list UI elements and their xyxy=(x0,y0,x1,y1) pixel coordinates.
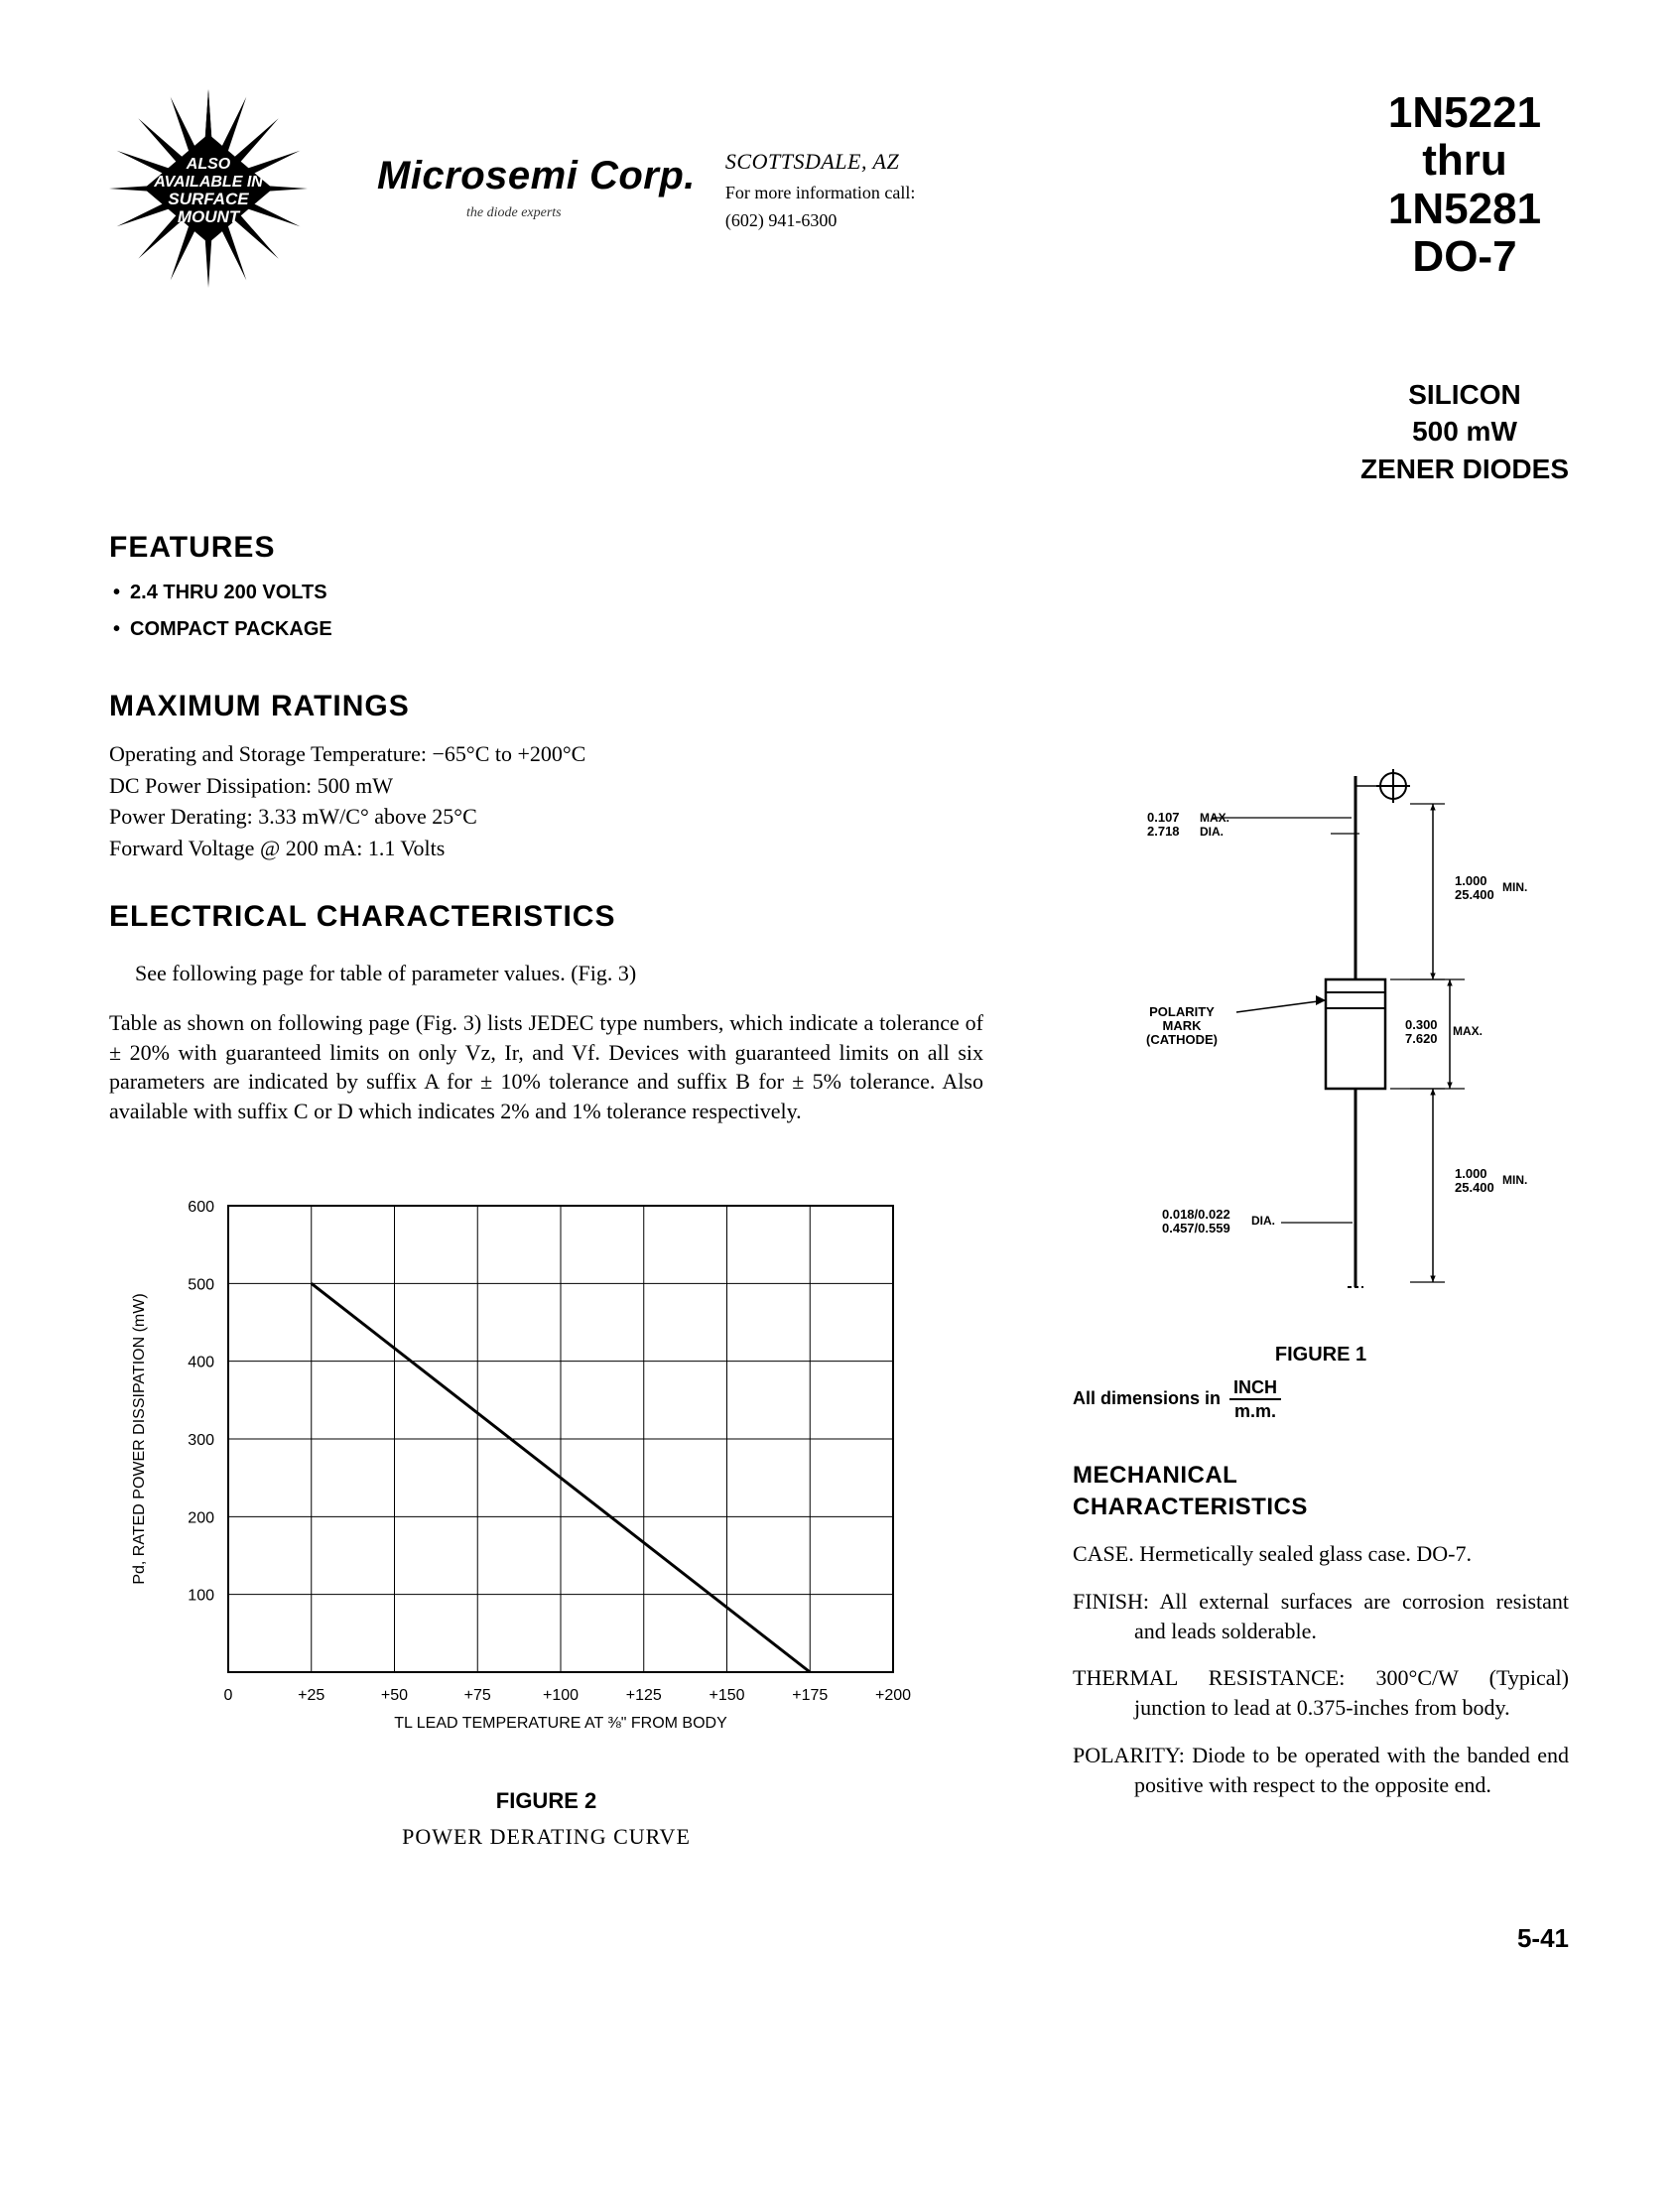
figure2-subcaption: POWER DERATING CURVE xyxy=(109,1822,983,1852)
dims-top: INCH xyxy=(1229,1378,1281,1400)
svg-text:MARK: MARK xyxy=(1163,1018,1203,1033)
dims-label: All dimensions in xyxy=(1073,1387,1221,1407)
svg-text:1.000: 1.000 xyxy=(1455,1166,1487,1181)
svg-text:DIA.: DIA. xyxy=(1251,1214,1275,1228)
part-bot: 1N5281 xyxy=(1360,186,1569,233)
svg-text:600: 600 xyxy=(188,1199,214,1216)
rating-line: Operating and Storage Temperature: −65°C… xyxy=(109,739,983,769)
svg-text:100: 100 xyxy=(188,1587,214,1604)
svg-text:MAX.: MAX. xyxy=(1200,811,1229,825)
starburst-line3: SURFACE xyxy=(168,190,249,208)
figure1-caption: FIGURE 1 xyxy=(1073,1342,1569,1368)
svg-text:1.000: 1.000 xyxy=(1455,873,1487,888)
features-list: 2.4 THRU 200 VOLTS COMPACT PACKAGE xyxy=(113,580,983,643)
mechanical-item-label: FINISH: xyxy=(1073,1589,1159,1614)
mechanical-item: POLARITY: Diode to be operated with the … xyxy=(1073,1741,1569,1799)
svg-text:7.620: 7.620 xyxy=(1405,1031,1438,1046)
contact-city: SCOTTSDALE, AZ xyxy=(725,147,915,177)
svg-text:0: 0 xyxy=(224,1687,233,1704)
max-ratings-heading: MAXIMUM RATINGS xyxy=(109,687,983,727)
svg-text:+50: +50 xyxy=(381,1687,408,1704)
svg-text:400: 400 xyxy=(188,1354,214,1370)
svg-text:+125: +125 xyxy=(626,1687,662,1704)
features-heading: FEATURES xyxy=(109,528,983,569)
rating-line: Forward Voltage @ 200 mA: 1.1 Volts xyxy=(109,834,983,863)
mechanical-item-text: Hermetically sealed glass case. DO-7. xyxy=(1139,1541,1472,1566)
subtype-l3: ZENER DIODES xyxy=(1360,451,1569,488)
rating-line: DC Power Dissipation: 500 mW xyxy=(109,771,983,801)
svg-text:0.107: 0.107 xyxy=(1147,810,1180,825)
company-name: Microsemi Corp. xyxy=(377,149,696,202)
left-column: FEATURES 2.4 THRU 200 VOLTS COMPACT PACK… xyxy=(109,528,983,1852)
svg-text:MAX.: MAX. xyxy=(1453,1024,1483,1038)
svg-text:200: 200 xyxy=(188,1509,214,1526)
mechanical-item: THERMAL RESISTANCE: 300°C/W (Typical) ju… xyxy=(1073,1663,1569,1722)
mechanical-item-label: POLARITY: xyxy=(1073,1743,1192,1767)
part-mid: thru xyxy=(1360,137,1569,185)
mechanical-item: CASE. Hermetically sealed glass case. DO… xyxy=(1073,1539,1569,1569)
svg-text:MIN.: MIN. xyxy=(1502,1173,1527,1187)
svg-text:0.300: 0.300 xyxy=(1405,1017,1438,1032)
page-number: 5-41 xyxy=(109,1921,1569,1956)
mechanical-item-label: CASE. xyxy=(1073,1541,1139,1566)
starburst-line2: AVAILABLE IN xyxy=(153,174,263,191)
figure2-chart: 0 +25 +50 +75 +100 +125 +150 +175 +200 100 200 300 4… xyxy=(109,1186,983,1852)
right-column: 0.1072.718MAX.DIA.1.00025.400MIN.0.3007.… xyxy=(1073,528,1569,1817)
svg-text:+150: +150 xyxy=(709,1687,744,1704)
svg-text:DIA.: DIA. xyxy=(1200,825,1224,839)
svg-text:+25: +25 xyxy=(298,1687,324,1704)
svg-text:0.018/0.022: 0.018/0.022 xyxy=(1162,1207,1230,1222)
feature-item: COMPACT PACKAGE xyxy=(113,616,983,643)
subtype-l1: SILICON xyxy=(1360,376,1569,414)
svg-text:+100: +100 xyxy=(543,1687,579,1704)
mechanical-item: FINISH: All external surfaces are corros… xyxy=(1073,1587,1569,1645)
header: ALSO AVAILABLE IN SURFACE MOUNT Microsem… xyxy=(109,89,1569,488)
starburst-line4: MOUNT xyxy=(178,207,241,226)
svg-text:+75: +75 xyxy=(464,1687,491,1704)
header-left: ALSO AVAILABLE IN SURFACE MOUNT Microsem… xyxy=(109,89,915,288)
svg-text:Pd, RATED POWER DISSIPATION (m: Pd, RATED POWER DISSIPATION (mW) xyxy=(131,1293,148,1584)
part-top: 1N5221 xyxy=(1360,89,1569,137)
svg-text:+175: +175 xyxy=(792,1687,828,1704)
mechanical-list: CASE. Hermetically sealed glass case. DO… xyxy=(1073,1539,1569,1799)
part-pkg: DO-7 xyxy=(1360,233,1569,281)
starburst-badge: ALSO AVAILABLE IN SURFACE MOUNT xyxy=(109,89,308,288)
feature-item: 2.4 THRU 200 VOLTS xyxy=(113,580,983,606)
subtype-l2: 500 mW xyxy=(1360,413,1569,451)
electrical-heading: ELECTRICAL CHARACTERISTICS xyxy=(109,897,983,938)
svg-text:(CATHODE): (CATHODE) xyxy=(1146,1032,1218,1047)
mechanical-item-text: Diode to be operated with the banded end… xyxy=(1134,1743,1569,1797)
contact-block: SCOTTSDALE, AZ For more information call… xyxy=(725,147,915,232)
mechanical-heading: MECHANICALCHARACTERISTICS xyxy=(1073,1460,1569,1524)
figure1-diagram: 0.1072.718MAX.DIA.1.00025.400MIN.0.3007.… xyxy=(1073,756,1569,1420)
figure1-dims-note: All dimensions in INCH m.m. xyxy=(1073,1378,1569,1420)
svg-text:0.457/0.559: 0.457/0.559 xyxy=(1162,1221,1230,1236)
max-ratings-body: Operating and Storage Temperature: −65°C… xyxy=(109,739,983,863)
svg-text:TL LEAD TEMPERATURE AT ⅜" FROM: TL LEAD TEMPERATURE AT ⅜" FROM BODY xyxy=(394,1715,727,1732)
contact-phone: (602) 941-6300 xyxy=(725,208,915,232)
subtype-block: SILICON 500 mW ZENER DIODES xyxy=(1360,376,1569,488)
company-tagline: the diode experts xyxy=(466,204,696,223)
mechanical-item-label: THERMAL RESISTANCE: xyxy=(1073,1665,1376,1690)
svg-text:25.400: 25.400 xyxy=(1455,1180,1494,1195)
header-right: 1N5221 thru 1N5281 DO-7 SILICON 500 mW Z… xyxy=(1360,89,1569,488)
svg-text:300: 300 xyxy=(188,1432,214,1449)
company-block: Microsemi Corp. the diode experts xyxy=(377,149,696,223)
svg-text:POLARITY: POLARITY xyxy=(1149,1004,1215,1019)
electrical-p2: Table as shown on following page (Fig. 3… xyxy=(109,1008,983,1126)
rating-line: Power Derating: 3.33 mW/C° above 25°C xyxy=(109,802,983,832)
mechanical-item-text: All external surfaces are corrosion resi… xyxy=(1134,1589,1569,1643)
contact-line: For more information call: xyxy=(725,181,915,204)
part-number-block: 1N5221 thru 1N5281 DO-7 xyxy=(1360,89,1569,282)
svg-text:500: 500 xyxy=(188,1276,214,1293)
svg-text:+200: +200 xyxy=(875,1687,911,1704)
svg-text:25.400: 25.400 xyxy=(1455,887,1494,902)
dims-bot: m.m. xyxy=(1229,1400,1281,1420)
electrical-p1: See following page for table of paramete… xyxy=(135,959,983,988)
svg-text:2.718: 2.718 xyxy=(1147,824,1180,839)
svg-text:MIN.: MIN. xyxy=(1502,880,1527,894)
starburst-line1: ALSO xyxy=(186,156,231,173)
figure2-caption: FIGURE 2 xyxy=(109,1786,983,1816)
